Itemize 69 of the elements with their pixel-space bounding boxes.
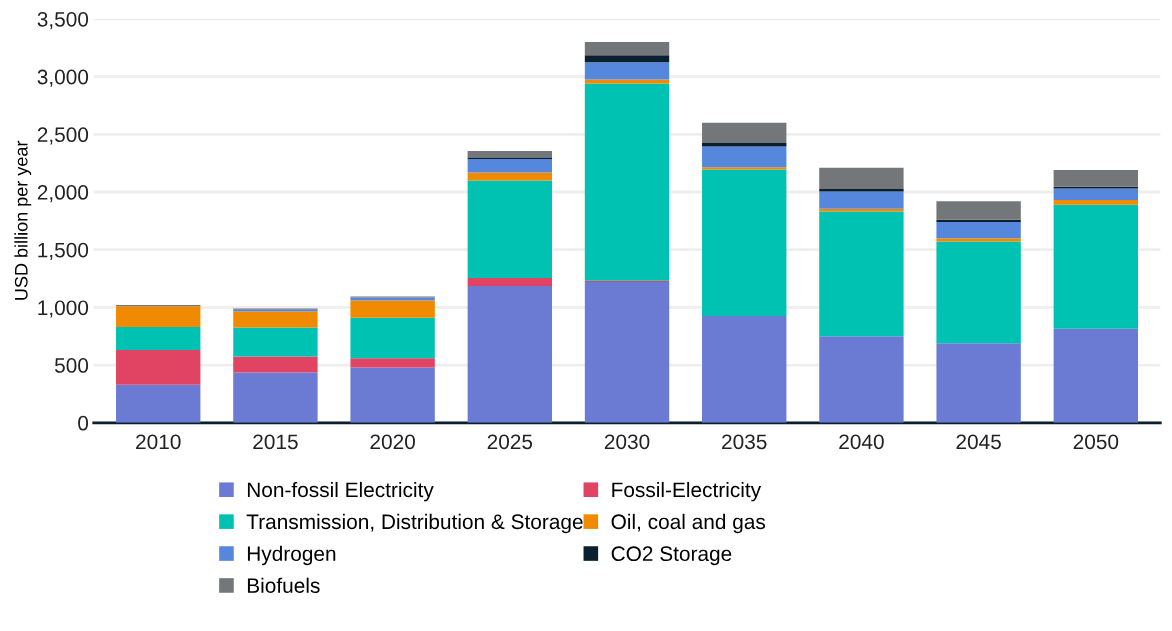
bar bbox=[819, 191, 904, 209]
x-tick-label: 2045 bbox=[956, 434, 1001, 450]
y-tick-label: 1,000 bbox=[38, 300, 89, 318]
bar bbox=[1053, 204, 1139, 329]
bar bbox=[467, 277, 553, 287]
bar bbox=[350, 317, 435, 359]
bar bbox=[936, 201, 1021, 220]
bar bbox=[350, 300, 435, 318]
bar bbox=[584, 83, 670, 281]
y-tick-label: 2,500 bbox=[37, 127, 89, 145]
bar bbox=[936, 343, 1021, 423]
x-tick-label: 2020 bbox=[370, 434, 415, 450]
bar bbox=[936, 241, 1021, 344]
legend-label: Fossil-Electricity bbox=[612, 481, 762, 502]
bar bbox=[1053, 328, 1139, 423]
x-tick-label: 2030 bbox=[604, 434, 650, 450]
bar bbox=[584, 62, 670, 80]
bar bbox=[116, 327, 201, 351]
legend-label: CO2 Storage bbox=[611, 546, 732, 566]
legend-label: Hydrogen bbox=[247, 545, 336, 566]
bar bbox=[467, 151, 553, 158]
bar bbox=[116, 306, 201, 327]
y-tick-label: 2,000 bbox=[37, 185, 89, 203]
y-tick-label: 0 bbox=[78, 415, 89, 431]
legend-label: Non-fossil Electricity bbox=[247, 481, 434, 502]
bar bbox=[1053, 200, 1139, 205]
y-tick-label: 1,500 bbox=[38, 242, 89, 260]
bar bbox=[936, 222, 1021, 239]
bar bbox=[702, 122, 787, 143]
x-tick-label: 2040 bbox=[839, 434, 884, 450]
bar bbox=[467, 159, 553, 173]
x-tick-label: 2010 bbox=[136, 434, 181, 450]
bar bbox=[584, 55, 670, 63]
bar bbox=[936, 238, 1021, 242]
bar bbox=[233, 356, 318, 373]
x-tick-label: 2015 bbox=[253, 434, 298, 450]
bar bbox=[584, 79, 670, 84]
y-axis-title: USD billion per year bbox=[14, 140, 32, 300]
bar bbox=[233, 311, 318, 328]
bar bbox=[350, 367, 435, 423]
bar bbox=[702, 316, 787, 423]
bar bbox=[819, 208, 904, 212]
y-tick-label: 3,000 bbox=[37, 69, 89, 87]
legend-label: Transmission, Distribution & Storage bbox=[246, 513, 583, 534]
bar bbox=[702, 167, 787, 170]
bar bbox=[1053, 188, 1139, 201]
bar bbox=[1053, 170, 1139, 187]
y-tick-label: 500 bbox=[54, 358, 89, 373]
bar bbox=[116, 350, 201, 385]
bar bbox=[819, 336, 904, 423]
bar bbox=[233, 327, 318, 357]
bar bbox=[584, 282, 670, 423]
x-tick-label: 2035 bbox=[722, 434, 767, 450]
bar bbox=[233, 372, 318, 423]
bar bbox=[467, 172, 553, 181]
y-tick-label: 3,500 bbox=[37, 11, 89, 30]
bar bbox=[350, 358, 435, 368]
legend-label: Oil, coal and gas bbox=[611, 513, 766, 534]
bar bbox=[116, 384, 201, 423]
bar bbox=[584, 42, 670, 56]
bar bbox=[819, 167, 904, 190]
x-tick-label: 2050 bbox=[1073, 434, 1119, 450]
bar bbox=[702, 169, 787, 317]
bar bbox=[702, 146, 787, 168]
x-tick-label: 2025 bbox=[487, 434, 533, 450]
legend-label: Biofuels bbox=[247, 577, 320, 593]
bar bbox=[467, 286, 553, 423]
bar bbox=[819, 211, 904, 337]
bar bbox=[467, 180, 553, 278]
